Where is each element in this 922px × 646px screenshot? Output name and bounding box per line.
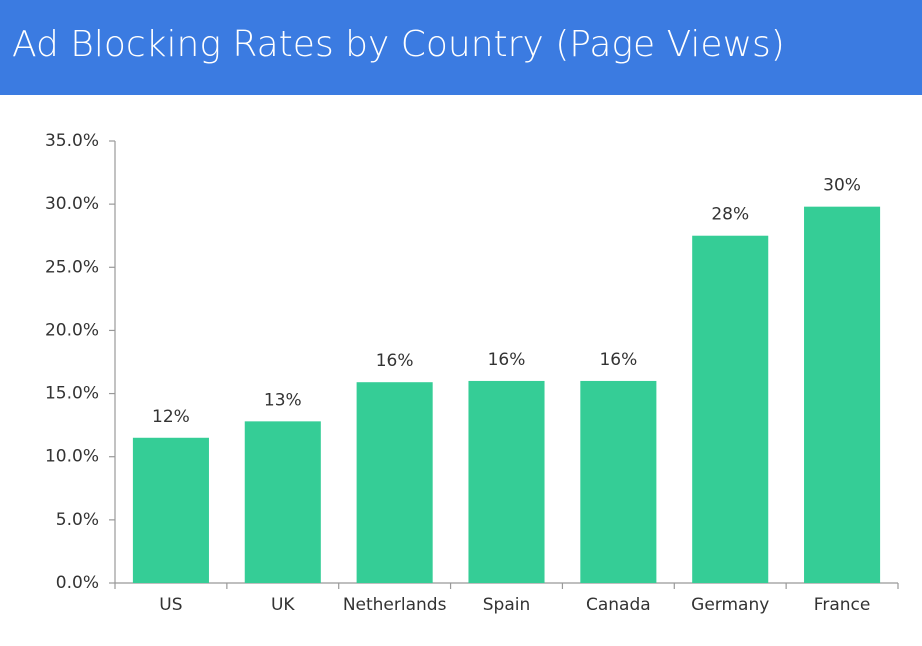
y-tick-label: 5.0%: [56, 510, 99, 530]
data-label: 13%: [264, 390, 302, 410]
y-tick-label: 35.0%: [45, 131, 99, 151]
bar: [804, 206, 881, 583]
data-label: 16%: [376, 351, 414, 371]
data-label: 28%: [711, 205, 749, 225]
data-label: 30%: [823, 176, 861, 196]
y-tick-label: 30.0%: [45, 194, 99, 214]
y-tick-label: 0.0%: [56, 573, 99, 593]
y-tick-label: 20.0%: [45, 320, 99, 340]
x-tick-label: Canada: [586, 595, 651, 615]
data-label: 16%: [599, 350, 637, 370]
data-label: 16%: [488, 350, 526, 370]
x-tick-label: UK: [271, 595, 295, 615]
y-tick-label: 25.0%: [45, 257, 99, 277]
chart-title: Ad Blocking Rates by Country (Page Views…: [12, 24, 785, 65]
bar: [468, 380, 545, 583]
x-tick-label: Germany: [691, 595, 769, 615]
data-label: 12%: [152, 407, 190, 427]
bar: [580, 380, 657, 583]
bar: [244, 421, 321, 583]
bar: [692, 235, 769, 583]
x-tick-label: Spain: [483, 595, 531, 615]
y-tick-label: 15.0%: [45, 384, 99, 404]
bar: [356, 382, 433, 583]
x-tick-label: US: [159, 595, 182, 615]
bar: [132, 437, 209, 583]
x-tick-label: Netherlands: [343, 595, 447, 615]
y-tick-label: 10.0%: [45, 447, 99, 467]
title-banner: [0, 0, 922, 95]
x-tick-label: France: [814, 595, 871, 615]
